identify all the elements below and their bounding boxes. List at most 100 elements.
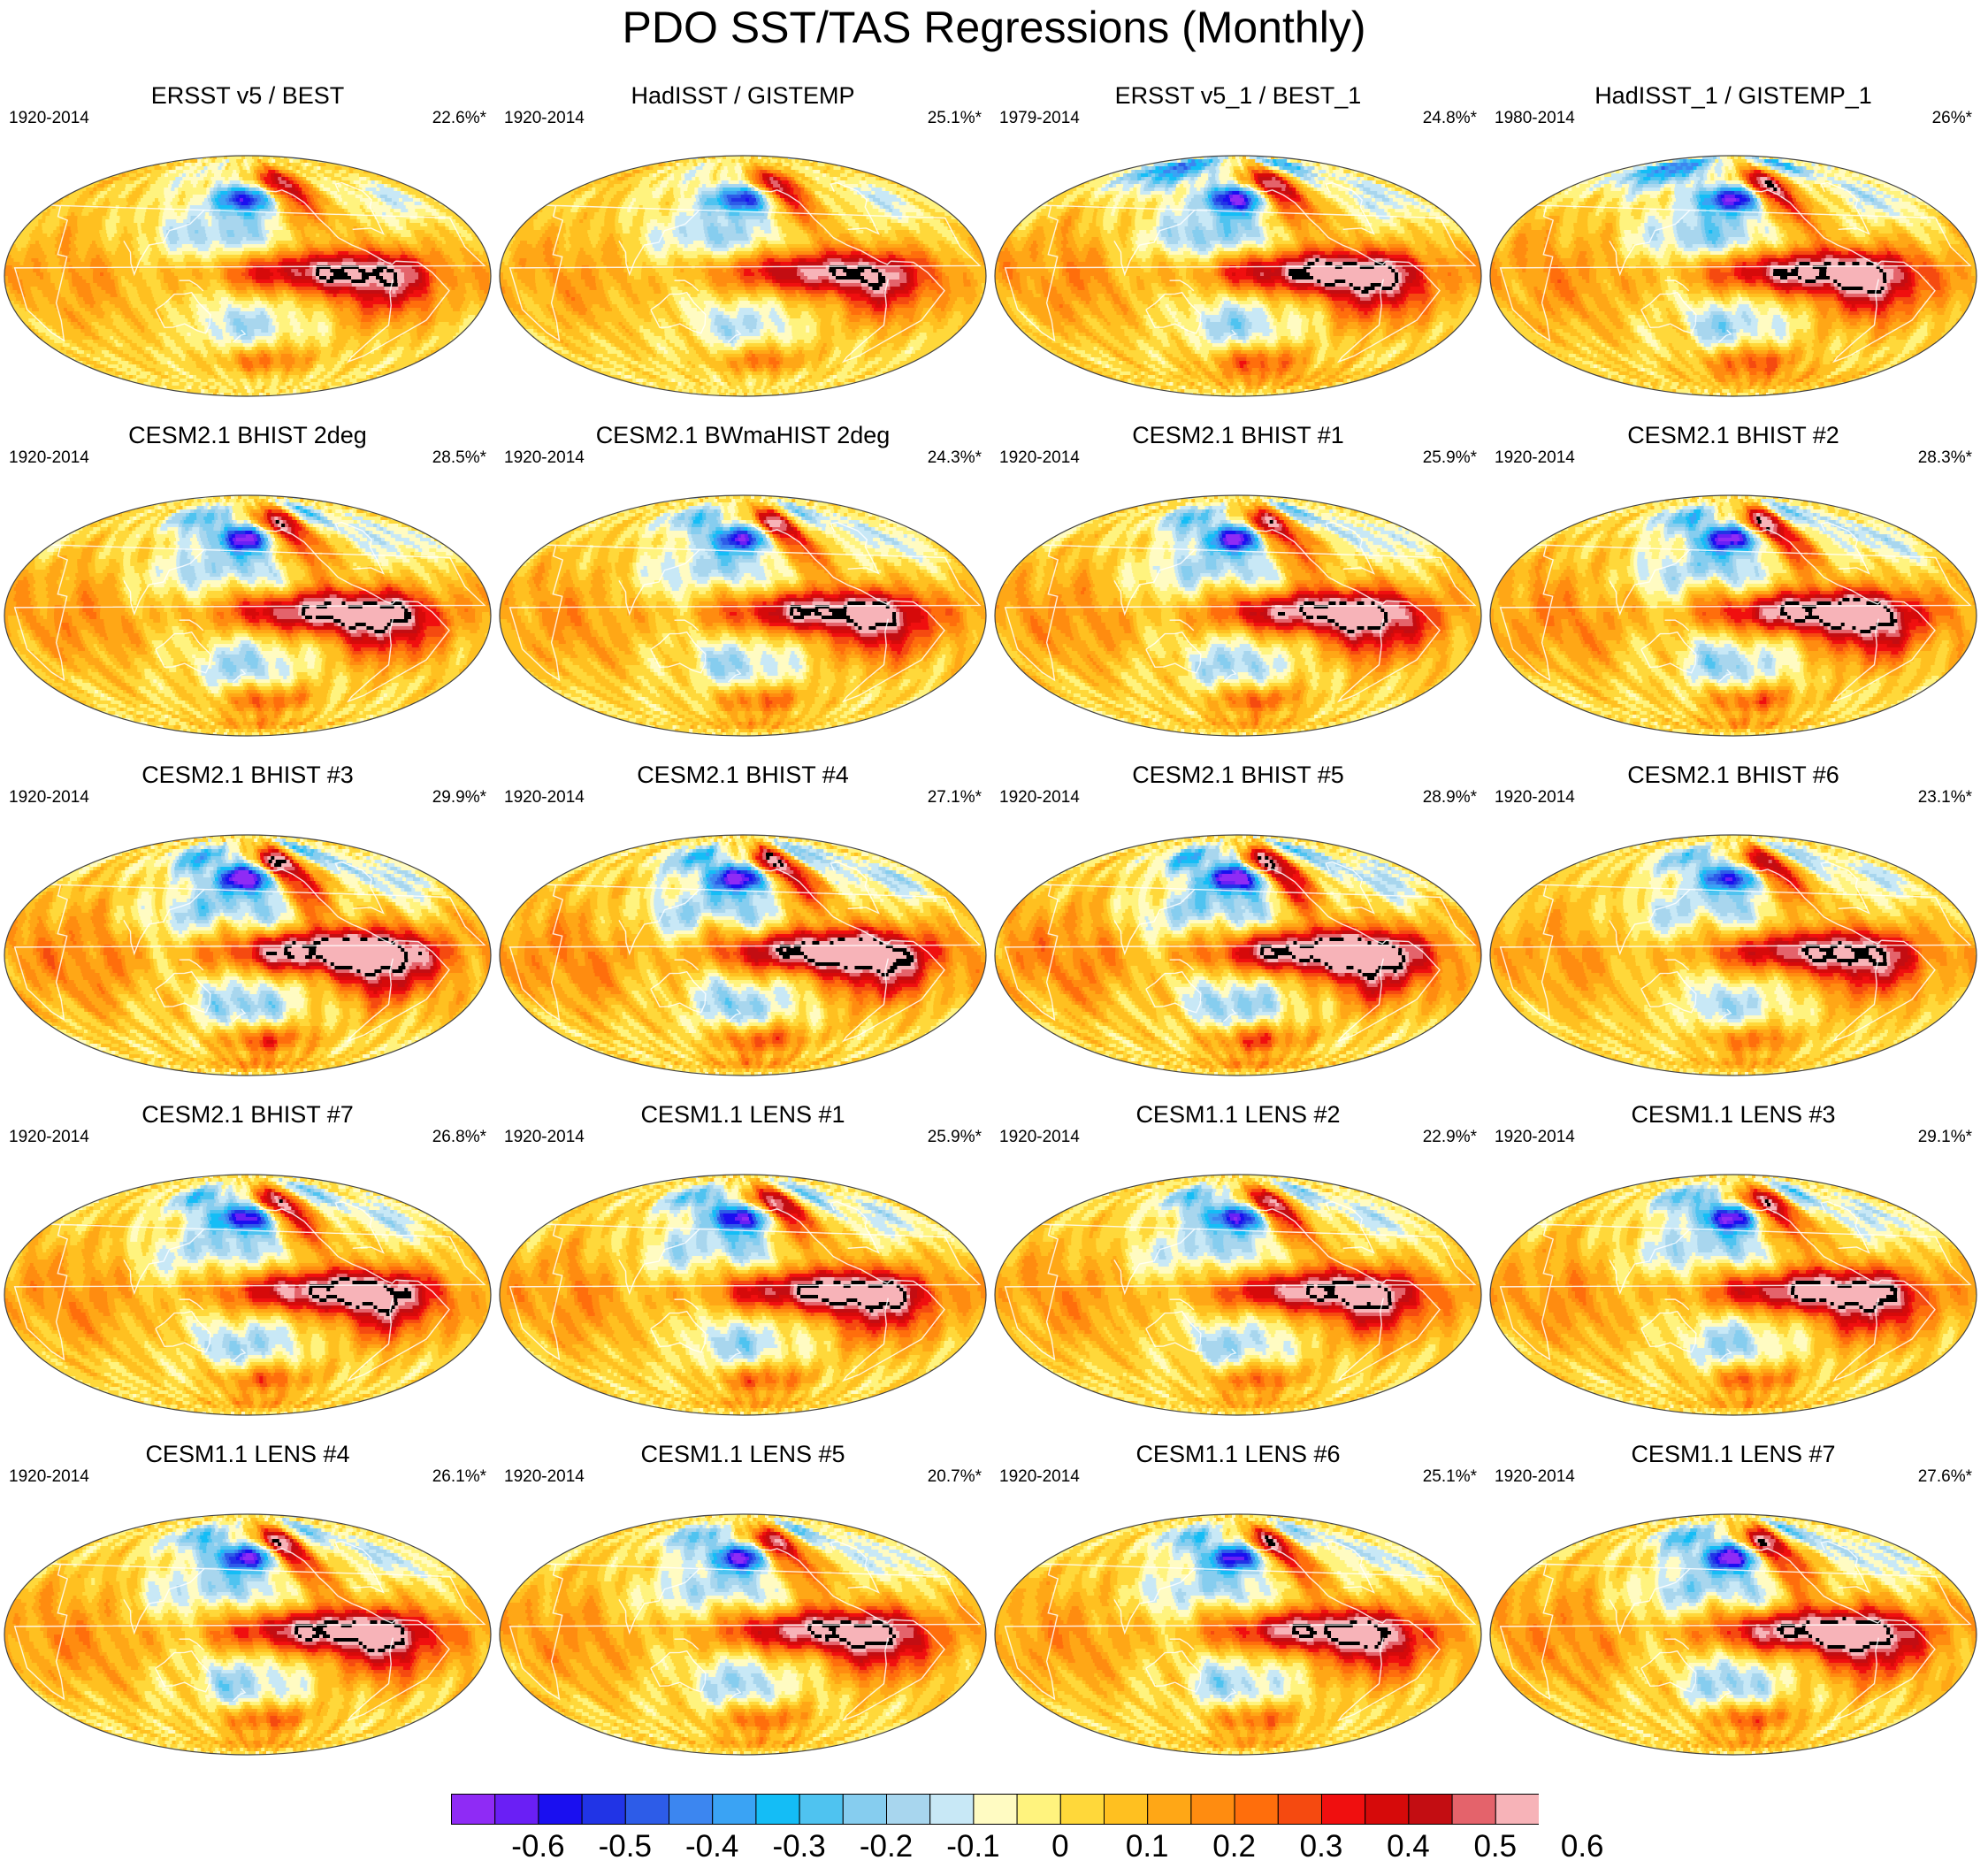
panel-title: CESM1.1 LENS #5 bbox=[495, 1440, 990, 1468]
colorbar-tick-label: -0.5 bbox=[590, 1829, 661, 1864]
map-panel: CESM1.1 LENS #5 1920-2014 20.7%* bbox=[495, 1440, 990, 1780]
map-panel: CESM2.1 BHIST #4 1920-2014 27.1%* bbox=[495, 761, 990, 1100]
panel-period: 1920-2014 bbox=[9, 1127, 89, 1148]
panel-title: CESM1.1 LENS #2 bbox=[990, 1100, 1486, 1129]
map-panel: CESM2.1 BHIST #7 1920-2014 26.8%* bbox=[0, 1100, 495, 1440]
panel-title: CESM1.1 LENS #4 bbox=[0, 1440, 495, 1468]
map-panel: CESM1.1 LENS #4 1920-2014 26.1%* bbox=[0, 1440, 495, 1780]
panel-variance-pct: 26.1%* bbox=[432, 1466, 486, 1488]
panel-period: 1920-2014 bbox=[999, 1127, 1080, 1148]
colorbar-swatch bbox=[452, 1795, 495, 1825]
panel-title: CESM2.1 BHIST #5 bbox=[990, 761, 1486, 789]
panel-title: CESM2.1 BWmaHIST 2deg bbox=[495, 421, 990, 449]
panel-period: 1920-2014 bbox=[1495, 787, 1575, 808]
map-panel: ERSST v5_1 / BEST_1 1979-2014 24.8%* bbox=[990, 81, 1486, 421]
panel-title: CESM1.1 LENS #3 bbox=[1486, 1100, 1981, 1129]
panel-title: CESM2.1 BHIST #4 bbox=[495, 761, 990, 789]
colorbar-swatch bbox=[843, 1795, 886, 1825]
panel-variance-pct: 24.3%* bbox=[928, 448, 982, 469]
panel-title: HadISST_1 / GISTEMP_1 bbox=[1486, 81, 1981, 110]
colorbar-swatch bbox=[1105, 1795, 1148, 1825]
map-panel: CESM1.1 LENS #1 1920-2014 25.9%* bbox=[495, 1100, 990, 1440]
map-panel: HadISST_1 / GISTEMP_1 1980-2014 26%* bbox=[1486, 81, 1981, 421]
panel-variance-pct: 24.8%* bbox=[1423, 108, 1477, 129]
panel-title: CESM1.1 LENS #7 bbox=[1486, 1440, 1981, 1468]
panel-period: 1979-2014 bbox=[999, 108, 1080, 129]
regression-map bbox=[1486, 1440, 1981, 1780]
panel-variance-pct: 29.1%* bbox=[1918, 1127, 1972, 1148]
panel-period: 1920-2014 bbox=[9, 1466, 89, 1488]
regression-map bbox=[1486, 81, 1981, 421]
panel-title: CESM2.1 BHIST #7 bbox=[0, 1100, 495, 1129]
colorbar-swatch bbox=[1278, 1795, 1321, 1825]
panel-title: CESM2.1 BHIST #1 bbox=[990, 421, 1486, 449]
map-panel: HadISST / GISTEMP 1920-2014 25.1%* bbox=[495, 81, 990, 421]
regression-map bbox=[990, 1440, 1486, 1780]
colorbar: -0.6 -0.5 -0.4 -0.3 -0.2 -0.1 0 0.1 0.2 0.3 0.4 0.5… bbox=[451, 1794, 1539, 1868]
map-panel: CESM1.1 LENS #2 1920-2014 22.9%* bbox=[990, 1100, 1486, 1440]
map-panel: CESM2.1 BHIST #3 1920-2014 29.9%* bbox=[0, 761, 495, 1100]
panel-period: 1920-2014 bbox=[504, 1466, 585, 1488]
regression-map bbox=[1486, 421, 1981, 761]
panel-title: CESM1.1 LENS #1 bbox=[495, 1100, 990, 1129]
colorbar-tick-label: -0.2 bbox=[851, 1829, 921, 1864]
panel-variance-pct: 26.8%* bbox=[432, 1127, 486, 1148]
map-panel: ERSST v5 / BEST 1920-2014 22.6%* bbox=[0, 81, 495, 421]
panel-variance-pct: 26%* bbox=[1932, 108, 1972, 129]
panel-period: 1920-2014 bbox=[504, 448, 585, 469]
panel-variance-pct: 27.1%* bbox=[928, 787, 982, 808]
colorbar-swatch bbox=[1017, 1795, 1060, 1825]
regression-map bbox=[0, 1440, 495, 1780]
panel-title: CESM2.1 BHIST #3 bbox=[0, 761, 495, 789]
regression-map bbox=[495, 421, 990, 761]
colorbar-swatch bbox=[1060, 1795, 1104, 1825]
colorbar-tick-label: -0.1 bbox=[937, 1829, 1008, 1864]
panel-period: 1920-2014 bbox=[1495, 448, 1575, 469]
map-panel: CESM2.1 BHIST #2 1920-2014 28.3%* bbox=[1486, 421, 1981, 761]
panel-period: 1920-2014 bbox=[999, 448, 1080, 469]
panel-period: 1920-2014 bbox=[9, 108, 89, 129]
colorbar-swatch bbox=[539, 1795, 582, 1825]
regression-map bbox=[495, 1100, 990, 1440]
colorbar-tick-label: 0.6 bbox=[1547, 1829, 1617, 1864]
panel-period: 1920-2014 bbox=[999, 1466, 1080, 1488]
colorbar-tick-label: -0.3 bbox=[764, 1829, 835, 1864]
colorbar-swatch bbox=[974, 1795, 1017, 1825]
colorbar-swatch bbox=[1495, 1795, 1539, 1825]
colorbar-swatch bbox=[495, 1795, 539, 1825]
panel-period: 1920-2014 bbox=[1495, 1466, 1575, 1488]
regression-map bbox=[990, 81, 1486, 421]
panel-title: CESM2.1 BHIST #2 bbox=[1486, 421, 1981, 449]
colorbar-swatch bbox=[1409, 1795, 1452, 1825]
colorbar-swatch bbox=[625, 1795, 669, 1825]
figure-title: PDO SST/TAS Regressions (Monthly) bbox=[0, 0, 1988, 55]
colorbar-swatch bbox=[799, 1795, 843, 1825]
map-panel: CESM2.1 BWmaHIST 2deg 1920-2014 24.3%* bbox=[495, 421, 990, 761]
colorbar-swatch bbox=[713, 1795, 756, 1825]
regression-map bbox=[0, 421, 495, 761]
colorbar-tick-label: 0.3 bbox=[1286, 1829, 1357, 1864]
regression-map bbox=[495, 761, 990, 1100]
panel-variance-pct: 28.3%* bbox=[1918, 448, 1972, 469]
regression-map bbox=[990, 421, 1486, 761]
panel-title: CESM2.1 BHIST 2deg bbox=[0, 421, 495, 449]
colorbar-swatch bbox=[1191, 1795, 1235, 1825]
panel-period: 1920-2014 bbox=[999, 787, 1080, 808]
map-panel: CESM2.1 BHIST #6 1920-2014 23.1%* bbox=[1486, 761, 1981, 1100]
regression-map bbox=[990, 1100, 1486, 1440]
panel-period: 1980-2014 bbox=[1495, 108, 1575, 129]
colorbar-tick-label: 0.1 bbox=[1112, 1829, 1182, 1864]
panel-period: 1920-2014 bbox=[504, 108, 585, 129]
map-panel: CESM1.1 LENS #7 1920-2014 27.6%* bbox=[1486, 1440, 1981, 1780]
panel-variance-pct: 25.9%* bbox=[1423, 448, 1477, 469]
colorbar-swatch bbox=[1365, 1795, 1409, 1825]
map-panel: CESM1.1 LENS #3 1920-2014 29.1%* bbox=[1486, 1100, 1981, 1440]
panel-variance-pct: 25.1%* bbox=[928, 108, 982, 129]
panel-variance-pct: 22.9%* bbox=[1423, 1127, 1477, 1148]
panel-variance-pct: 25.9%* bbox=[928, 1127, 982, 1148]
colorbar-tick-label: 0.2 bbox=[1199, 1829, 1270, 1864]
panel-variance-pct: 20.7%* bbox=[928, 1466, 982, 1488]
map-panel: CESM2.1 BHIST 2deg 1920-2014 28.5%* bbox=[0, 421, 495, 761]
panel-period: 1920-2014 bbox=[1495, 1127, 1575, 1148]
regression-map bbox=[1486, 761, 1981, 1100]
